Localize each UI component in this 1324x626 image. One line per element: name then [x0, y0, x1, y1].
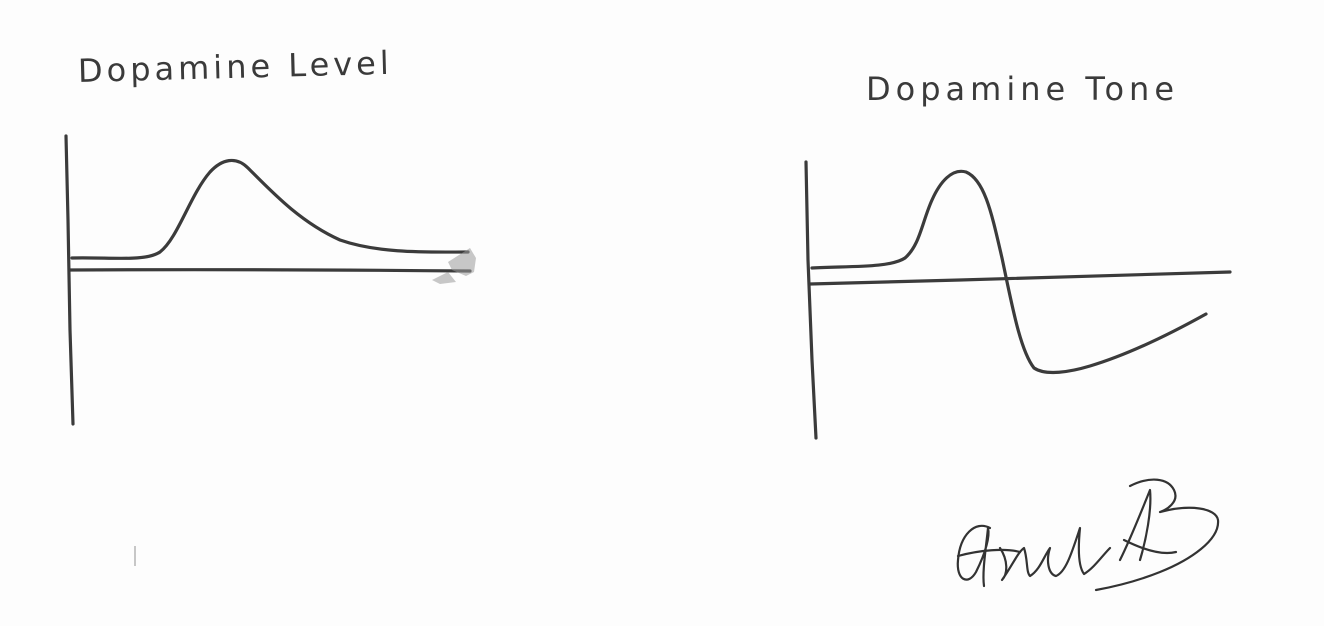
signature-stroke-3 — [998, 526, 1112, 582]
signature-stroke-1 — [956, 524, 992, 588]
right-y-axis — [804, 160, 818, 440]
signature-stroke-5 — [1094, 478, 1220, 592]
erasure-smudge-2 — [432, 272, 456, 284]
dopamine-tone-curve — [810, 169, 1208, 375]
left-y-axis — [64, 134, 75, 426]
paper-mark — [134, 546, 136, 566]
handwritten-signature — [956, 524, 1112, 588]
signature-stroke-2 — [956, 548, 1022, 558]
handwritten-signature-flourish — [1094, 478, 1220, 592]
dopamine-level-graph — [64, 134, 476, 426]
left-x-axis — [68, 268, 472, 273]
signature-stroke-4 — [1118, 488, 1152, 562]
erasure-smudge — [448, 248, 476, 276]
dopamine-tone-graph — [804, 160, 1232, 440]
dopamine-level-curve — [70, 158, 470, 260]
right-x-axis — [808, 270, 1232, 286]
dopamine-tone-title: Dopamine Tone — [866, 70, 1179, 108]
signature-stroke-6 — [1122, 538, 1178, 555]
